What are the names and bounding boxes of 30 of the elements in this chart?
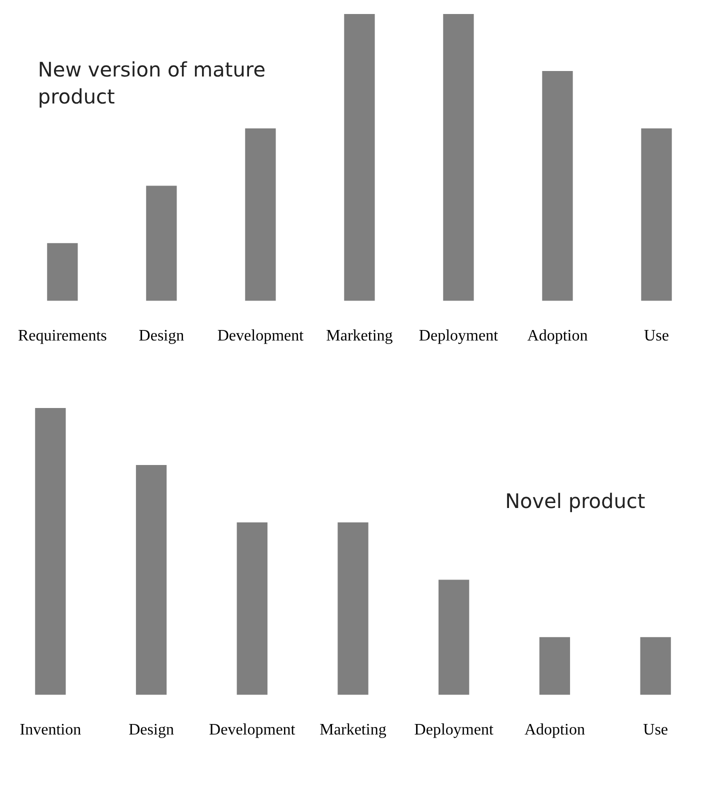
- bar: [136, 465, 167, 695]
- x-tick-label: Use: [644, 328, 669, 345]
- bar: [443, 14, 474, 301]
- annotation: Novel product: [505, 488, 646, 513]
- x-tick-label: Marketing: [326, 328, 393, 345]
- bar: [641, 128, 672, 301]
- bar: [47, 243, 78, 301]
- annotation: New version of mature product: [38, 58, 266, 109]
- bar: [539, 637, 570, 695]
- bar: [542, 71, 573, 301]
- bar: [344, 14, 375, 301]
- x-tick-label: Deployment: [414, 722, 494, 739]
- bar: [35, 408, 66, 695]
- x-tick-label: Design: [138, 328, 184, 345]
- x-tick-label: Development: [217, 328, 304, 345]
- x-tick-label: Use: [643, 722, 668, 739]
- bar: [245, 128, 276, 301]
- x-tick-label: Adoption: [524, 722, 585, 739]
- bar: [236, 522, 268, 695]
- x-tick-label: Development: [209, 722, 296, 739]
- x-tick-label: Adoption: [527, 328, 588, 345]
- bar: [146, 186, 177, 301]
- bar: [438, 580, 470, 695]
- x-tick-label: Deployment: [418, 328, 499, 345]
- x-tick-label: Design: [128, 722, 174, 739]
- bar: [338, 522, 368, 695]
- x-tick-label: Marketing: [320, 722, 386, 739]
- x-tick-label: Invention: [20, 722, 82, 739]
- bar: [640, 637, 671, 695]
- x-tick-label: Requirements: [18, 328, 107, 345]
